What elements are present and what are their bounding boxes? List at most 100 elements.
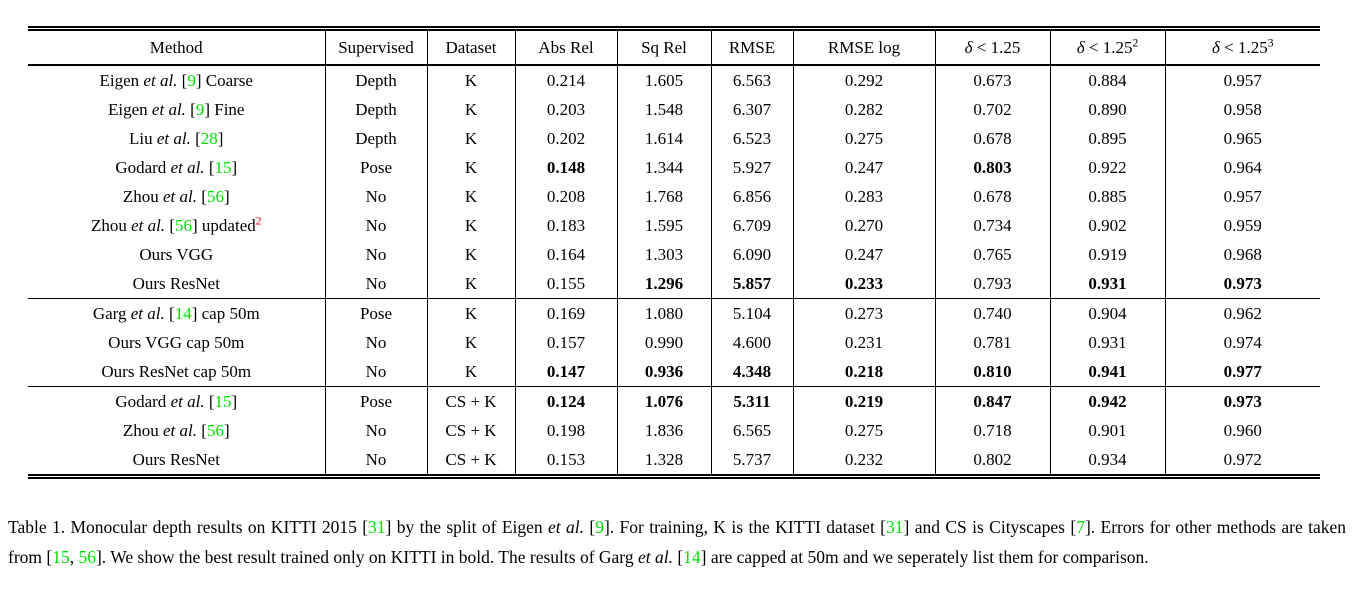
dataset-cell: K: [426, 95, 515, 124]
metric-cell-abs-rel: 0.157: [514, 328, 617, 357]
supervised-cell: No: [324, 357, 427, 387]
table-row: Eigen et al. [9] Coarse Depth K 0.214 1.605 6…: [28, 65, 1320, 95]
text-segment: Ours VGG cap 50m: [108, 332, 245, 352]
metric-cell-delta-3: 0.973: [1164, 386, 1320, 416]
metric-value: 0.283: [844, 186, 884, 206]
metric-cell-rmse: 5.927: [710, 153, 793, 182]
method-cell: Ours VGG: [28, 240, 325, 269]
dataset-cell: K: [426, 298, 515, 328]
text-segment: ]. We show the best result trained only …: [95, 546, 638, 567]
metric-cell-delta-2: 0.895: [1049, 124, 1165, 153]
citation-ref: 9: [187, 70, 196, 90]
metric-value: 0.964: [1223, 157, 1262, 177]
metric-value: 0.959: [1223, 215, 1262, 235]
metric-value: 0.247: [844, 244, 884, 264]
header-row: Method Supervised Dataset Abs Rel Sq Rel RMSE…: [28, 28, 1320, 66]
text-segment: RMSE log: [827, 37, 901, 57]
metric-value: 0.740: [973, 303, 1012, 323]
method-cell: Eigen et al. [9] Coarse: [28, 65, 325, 95]
metric-value: 1.836: [644, 420, 684, 440]
column-header-supervised: Supervised: [324, 28, 427, 65]
metric-cell-delta-3: 0.964: [1164, 153, 1320, 182]
metric-cell-delta-3: 0.974: [1164, 328, 1320, 357]
metric-cell-rmse-log: 0.273: [792, 298, 935, 328]
metric-value: 0.247: [844, 157, 884, 177]
metric-cell-delta-3: 0.960: [1164, 416, 1320, 445]
text-segment: ]. Errors for other methods are taken fr…: [8, 516, 1347, 567]
text-segment: et al.: [170, 157, 205, 177]
metric-cell-delta-1: 0.678: [934, 182, 1050, 211]
table-row: Zhou et al. [56] updated2 No K 0.183 1.595 6.…: [28, 211, 1320, 240]
dataset-cell: K: [426, 240, 515, 269]
metric-value-bold: 0.973: [1223, 273, 1262, 293]
column-header-delta-1: δ < 1.25: [934, 28, 1050, 65]
column-header-dataset: Dataset: [426, 28, 515, 65]
text-segment: ] cap 50m: [191, 303, 260, 323]
citation-ref: 7: [1076, 516, 1085, 537]
metric-cell-rmse-log: 0.275: [792, 124, 935, 153]
text-segment: Garg: [92, 303, 131, 323]
metric-cell-rmse: 6.709: [710, 211, 793, 240]
metric-cell-delta-1: 0.847: [934, 386, 1050, 416]
metric-value: 0.895: [1088, 128, 1127, 148]
metric-cell-rmse: 6.856: [710, 182, 793, 211]
metric-value-bold: 4.348: [732, 361, 772, 381]
metric-cell-rmse-log: 0.218: [792, 357, 935, 387]
dataset-cell: K: [426, 269, 515, 299]
text-segment: et al.: [143, 70, 178, 90]
results-table: Method Supervised Dataset Abs Rel Sq Rel RMSE…: [28, 26, 1320, 479]
metric-cell-abs-rel: 0.198: [514, 416, 617, 445]
metric-cell-delta-2: 0.890: [1049, 95, 1165, 124]
metric-value: 0.275: [844, 128, 884, 148]
supervised-cell: Pose: [324, 153, 427, 182]
dataset-cell: K: [426, 211, 515, 240]
metric-cell-delta-1: 0.802: [934, 445, 1050, 477]
metric-cell-sq-rel: 1.344: [616, 153, 711, 182]
metric-value: 6.563: [732, 70, 772, 90]
metric-cell-delta-1: 0.810: [934, 357, 1050, 387]
citation-ref: 31: [886, 516, 904, 537]
metric-cell-delta-3: 0.968: [1164, 240, 1320, 269]
metric-value: 0.922: [1088, 157, 1127, 177]
metric-cell-sq-rel: 1.328: [616, 445, 711, 477]
text-segment: Zhou: [122, 420, 164, 440]
metric-value-bold: 0.219: [844, 391, 884, 411]
text-segment: Eigen: [99, 70, 144, 90]
metric-cell-rmse-log: 0.232: [792, 445, 935, 477]
text-segment: et al.: [548, 516, 585, 537]
metric-value: 0.884: [1088, 70, 1127, 90]
metric-value: 0.957: [1223, 70, 1262, 90]
table-row: Ours VGG cap 50m No K 0.157 0.990 4.600 0.231 0…: [28, 328, 1320, 357]
metric-cell-rmse-log: 0.247: [792, 240, 935, 269]
metric-value: 0.157: [546, 332, 586, 352]
text-segment: [: [190, 128, 201, 148]
metric-value-bold: 0.936: [644, 361, 684, 381]
method-cell: Ours ResNet: [28, 445, 325, 477]
metric-cell-delta-3: 0.959: [1164, 211, 1320, 240]
text-segment: ] Fine: [204, 99, 245, 119]
table-row: Ours ResNet No K 0.155 1.296 5.857 0.233 0.793 0…: [28, 269, 1320, 299]
column-header-rmse: RMSE: [710, 28, 793, 65]
metric-value: 0.292: [844, 70, 884, 90]
citation-ref: 56: [78, 546, 96, 567]
column-header-delta-3: δ < 1.253: [1164, 28, 1320, 65]
metric-cell-delta-1: 0.793: [934, 269, 1050, 299]
metric-value: 1.595: [644, 215, 684, 235]
metric-value: 6.709: [732, 215, 772, 235]
method-cell: Ours VGG cap 50m: [28, 328, 325, 357]
metric-value: 0.155: [546, 273, 586, 293]
supervised-cell: No: [324, 211, 427, 240]
supervised-cell: No: [324, 269, 427, 299]
metric-cell-delta-2: 0.901: [1049, 416, 1165, 445]
metric-cell-sq-rel: 1.296: [616, 269, 711, 299]
table-row: Ours ResNet No CS + K 0.153 1.328 5.737 0.232 0…: [28, 445, 1320, 477]
text-segment: [: [164, 303, 175, 323]
text-segment: δ: [964, 37, 973, 57]
metric-value: 0.890: [1088, 99, 1127, 119]
metric-value: 1.614: [644, 128, 684, 148]
metric-value: 0.282: [844, 99, 884, 119]
column-header-method: Method: [28, 29, 325, 66]
text-segment: Ours VGG: [139, 244, 214, 264]
metric-value: 6.090: [732, 244, 772, 264]
metric-value: 0.960: [1223, 420, 1262, 440]
